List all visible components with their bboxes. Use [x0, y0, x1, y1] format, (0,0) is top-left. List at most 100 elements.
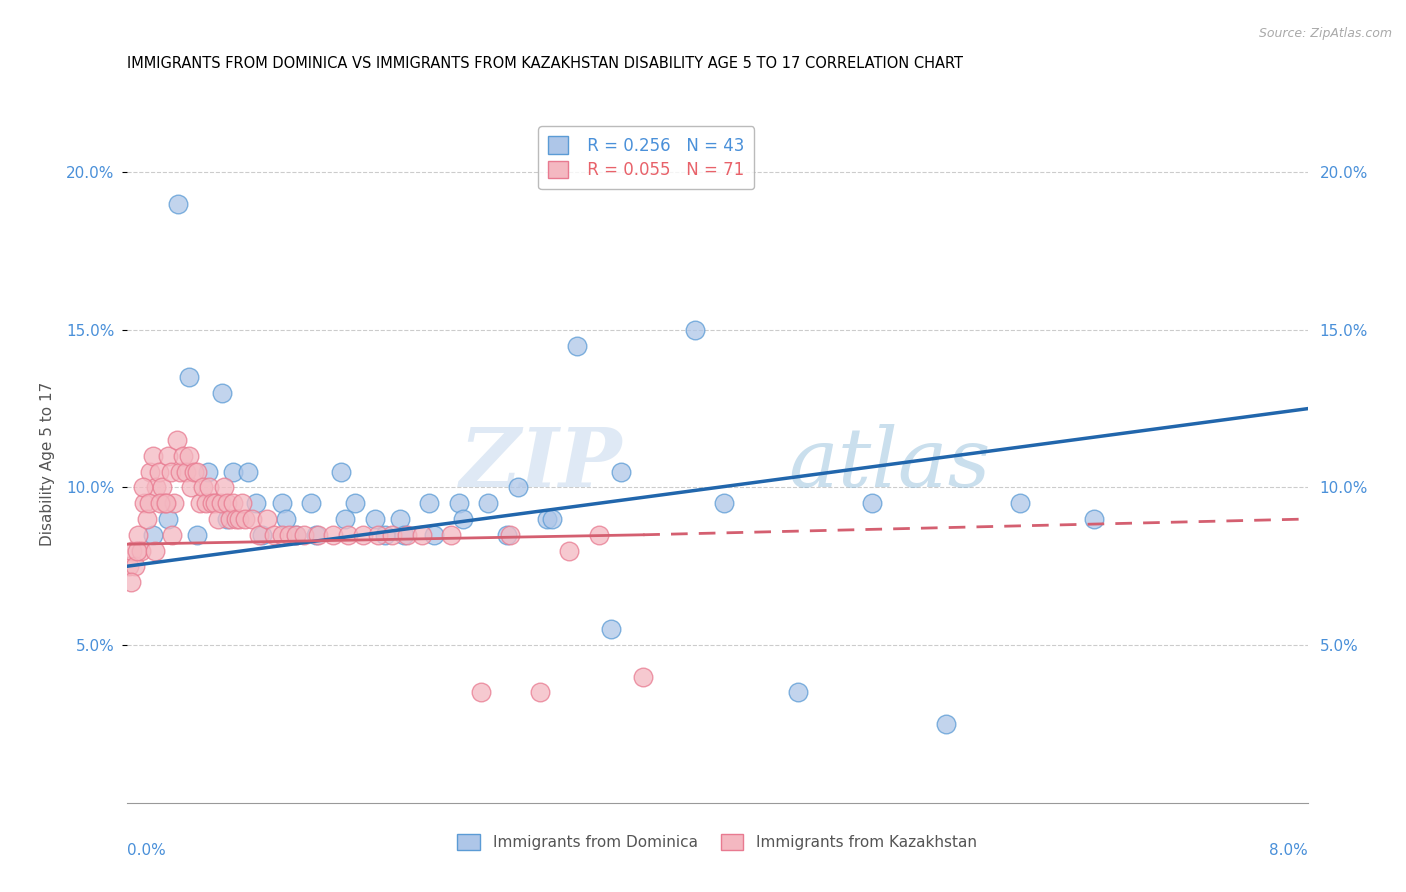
Point [193, 481, 215, 495]
Point [610, 465, 633, 479]
Text: IMMIGRANTS FROM DOMINICA VS IMMIGRANTS FROM KAZAKHSTAN DISABILITY AGE 5 TO 17 CO: IMMIGRANTS FROM DOMINICA VS IMMIGRANTS F… [127, 56, 963, 71]
Point [188, 496, 211, 510]
Point [167, 196, 190, 211]
Point [142, 449, 165, 463]
Point [270, 496, 292, 510]
Point [183, 465, 205, 479]
Point [418, 496, 440, 510]
Point [138, 496, 160, 510]
Point [631, 670, 654, 684]
Point [215, 496, 238, 510]
Point [155, 496, 177, 510]
Point [263, 528, 285, 542]
Point [392, 528, 415, 542]
Point [1083, 512, 1105, 526]
Point [204, 496, 226, 510]
Point [411, 528, 433, 542]
Point [344, 496, 367, 510]
Point [186, 465, 208, 479]
Point [565, 338, 588, 352]
Point [860, 496, 883, 510]
Point [166, 433, 188, 447]
Point [150, 481, 173, 495]
Point [440, 528, 463, 542]
Point [121, 543, 143, 558]
Point [256, 512, 278, 526]
Point [470, 685, 492, 699]
Point [388, 512, 411, 526]
Point [156, 512, 179, 526]
Point [588, 528, 610, 542]
Point [333, 512, 356, 526]
Point [558, 543, 581, 558]
Point [201, 496, 224, 510]
Point [195, 496, 218, 510]
Point [329, 465, 352, 479]
Point [233, 512, 256, 526]
Point [207, 512, 229, 526]
Point [215, 512, 238, 526]
Point [683, 323, 706, 337]
Point [285, 528, 308, 542]
Point [599, 623, 621, 637]
Point [149, 496, 172, 510]
Point [198, 481, 221, 495]
Text: 0.0%: 0.0% [127, 844, 166, 858]
Point [134, 496, 156, 510]
Point [285, 528, 308, 542]
Point [148, 465, 170, 479]
Point [211, 385, 233, 400]
Point [139, 465, 162, 479]
Point [222, 496, 245, 510]
Point [225, 512, 247, 526]
Point [163, 496, 186, 510]
Point [247, 528, 270, 542]
Point [186, 528, 208, 542]
Point [304, 528, 326, 542]
Point [218, 512, 242, 526]
Point [142, 528, 165, 542]
Point [540, 512, 562, 526]
Point [935, 717, 957, 731]
Point [162, 528, 184, 542]
Point [209, 496, 232, 510]
Point [177, 370, 200, 384]
Point [132, 481, 155, 495]
Point [245, 496, 267, 510]
Point [299, 496, 322, 510]
Legend:  R = 0.256   N = 43,  R = 0.055   N = 71: R = 0.256 N = 43, R = 0.055 N = 71 [538, 127, 754, 189]
Point [177, 449, 200, 463]
Point [120, 575, 142, 590]
Point [174, 465, 197, 479]
Text: atlas: atlas [787, 424, 990, 504]
Point [274, 512, 297, 526]
Point [127, 528, 149, 542]
Point [125, 543, 148, 558]
Point [381, 528, 404, 542]
Point [352, 528, 374, 542]
Point [124, 559, 146, 574]
Point [447, 496, 470, 510]
Point [143, 543, 166, 558]
Point [240, 512, 263, 526]
Text: Source: ZipAtlas.com: Source: ZipAtlas.com [1258, 27, 1392, 40]
Point [307, 528, 329, 542]
Point [1008, 496, 1031, 510]
Point [366, 528, 388, 542]
Point [129, 543, 153, 558]
Point [270, 528, 292, 542]
Point [136, 512, 159, 526]
Point [396, 528, 419, 542]
Point [172, 449, 194, 463]
Point [169, 465, 191, 479]
Point [374, 528, 396, 542]
Point [236, 465, 259, 479]
Point [536, 512, 558, 526]
Point [787, 685, 810, 699]
Point [118, 559, 141, 574]
Point [529, 685, 551, 699]
Text: 8.0%: 8.0% [1268, 844, 1308, 858]
Point [322, 528, 344, 542]
Point [222, 465, 245, 479]
Point [180, 481, 202, 495]
